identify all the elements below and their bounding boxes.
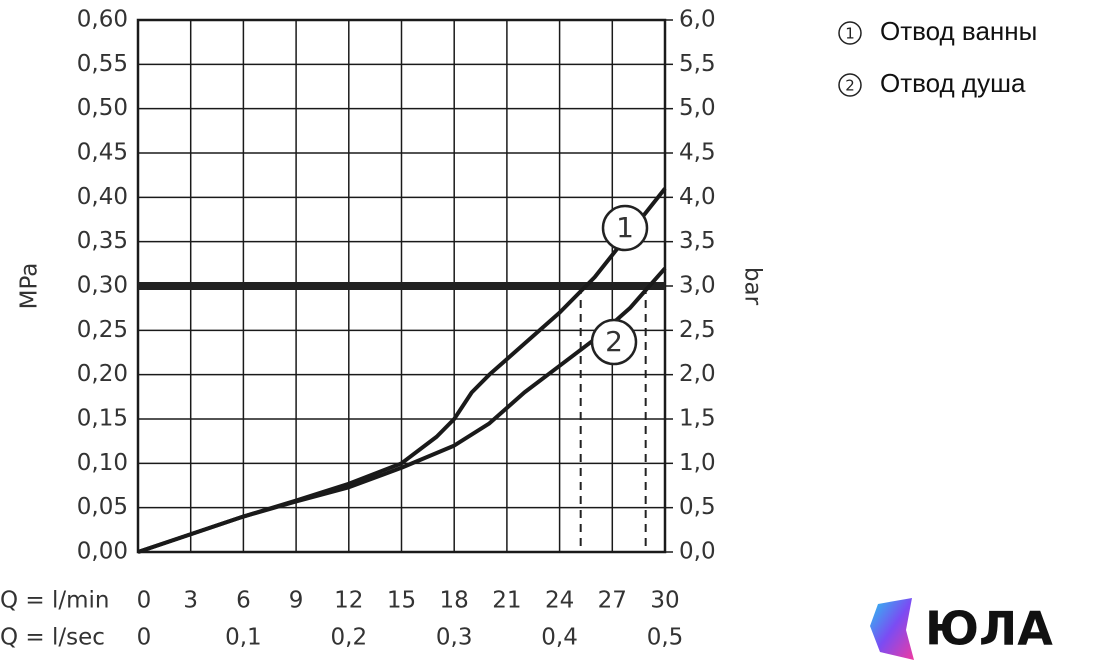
- x2-tick-label: 0,2: [331, 625, 368, 651]
- y2-tick-label: 6,0: [679, 7, 716, 33]
- curve-label: 2: [605, 325, 623, 358]
- y2-tick-label: 2,5: [679, 317, 716, 343]
- y2-tick-label: 5,5: [679, 51, 716, 77]
- y2-tick-label: 2,0: [679, 361, 716, 387]
- x2-tick-label: 0,5: [647, 625, 684, 651]
- legend-symbol: [838, 21, 862, 45]
- curve-label: 1: [616, 211, 634, 244]
- x-tick-label: 9: [289, 588, 304, 614]
- x2-tick-label: 0: [137, 625, 152, 651]
- legend-symbol-text: 1: [845, 25, 855, 43]
- y-tick-label: 0,00: [77, 539, 128, 565]
- y-tick-label: 0,35: [77, 228, 128, 254]
- x-tick-label: 18: [440, 588, 469, 614]
- y2-tick-label: 5,0: [679, 95, 716, 121]
- x-tick-label: 27: [598, 588, 627, 614]
- legend-label: Отвод душа: [880, 68, 1026, 98]
- legend-symbol: [838, 73, 862, 97]
- y2-tick-label: 1,0: [679, 450, 716, 476]
- y-tick-label: 0,55: [77, 51, 128, 77]
- curve-label-circle: [601, 204, 649, 252]
- y2-tick-label: 3,5: [679, 228, 716, 254]
- x2-tick-label: 0,4: [541, 625, 578, 651]
- watermark: ЮЛА: [925, 602, 1053, 656]
- x-tick-label: 15: [387, 588, 416, 614]
- y-axis-label: MPa: [17, 263, 43, 310]
- y2-tick-label: 3,0: [679, 273, 716, 299]
- curve-label-circle: [590, 318, 638, 366]
- x-tick-label: 30: [650, 588, 679, 614]
- x2-tick-label: 0,1: [225, 625, 262, 651]
- x-tick-label: 6: [236, 588, 251, 614]
- x2-tick-label: 0,3: [436, 625, 473, 651]
- y2-tick-label: 4,0: [679, 184, 716, 210]
- y-tick-label: 0,30: [77, 273, 128, 299]
- y-tick-label: 0,20: [77, 361, 128, 387]
- x-tick-label: 24: [545, 588, 574, 614]
- legend-label: Отвод ванны: [880, 16, 1037, 46]
- x-tick-label: 12: [334, 588, 363, 614]
- y-tick-label: 0,05: [77, 494, 128, 520]
- x-axis-label: Q = l/min: [0, 588, 110, 614]
- legend-symbol-text: 2: [845, 77, 855, 95]
- y-tick-label: 0,25: [77, 317, 128, 343]
- x2-axis-label: Q = l/sec: [0, 625, 105, 651]
- y2-tick-label: 0,5: [679, 494, 716, 520]
- y-tick-label: 0,15: [77, 406, 128, 432]
- y-tick-label: 0,10: [77, 450, 128, 476]
- y-tick-label: 0,60: [77, 7, 128, 33]
- y2-tick-label: 1,5: [679, 406, 716, 432]
- x-tick-label: 3: [183, 588, 198, 614]
- y2-tick-label: 4,5: [679, 140, 716, 166]
- x-tick-label: 21: [492, 588, 521, 614]
- y-tick-label: 0,50: [77, 95, 128, 121]
- y-tick-label: 0,40: [77, 184, 128, 210]
- y2-axis-label: bar: [740, 267, 766, 306]
- y-tick-label: 0,45: [77, 140, 128, 166]
- y2-tick-label: 0,0: [679, 539, 716, 565]
- x-tick-label: 0: [137, 588, 152, 614]
- logo-icon: [870, 598, 914, 660]
